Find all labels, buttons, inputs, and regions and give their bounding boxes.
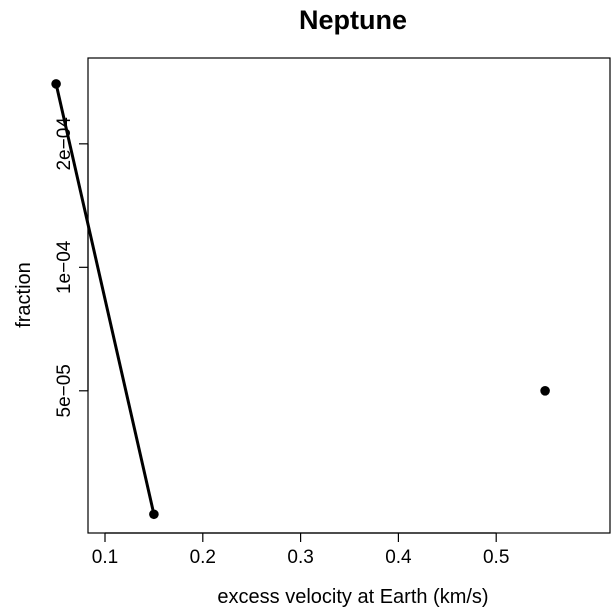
data-point <box>540 386 550 396</box>
y-tick-label: 5e−05 <box>54 364 75 417</box>
y-tick-label: 2e−04 <box>54 117 75 171</box>
chart-title: Neptune <box>299 5 407 35</box>
data-point <box>51 79 61 89</box>
series-layer <box>51 79 550 520</box>
x-tick-label: 0.3 <box>287 547 313 568</box>
x-axis-label: excess velocity at Earth (km/s) <box>217 586 488 608</box>
plot-frame <box>87 57 611 534</box>
x-tick-label: 0.4 <box>385 547 412 568</box>
y-axis-label: fraction <box>13 262 35 328</box>
x-tick-label: 0.2 <box>190 547 216 568</box>
x-tick-label: 0.1 <box>92 547 118 568</box>
series-line-segment <box>54 83 156 515</box>
x-tick-label: 0.5 <box>483 547 509 568</box>
x-axis: 0.1 0.2 0.3 0.4 0.5 <box>92 532 509 568</box>
y-tick-label: 1e−04 <box>54 240 75 294</box>
data-point <box>149 509 159 520</box>
y-axis: 5e−05 1e−04 2e−04 <box>54 117 89 417</box>
